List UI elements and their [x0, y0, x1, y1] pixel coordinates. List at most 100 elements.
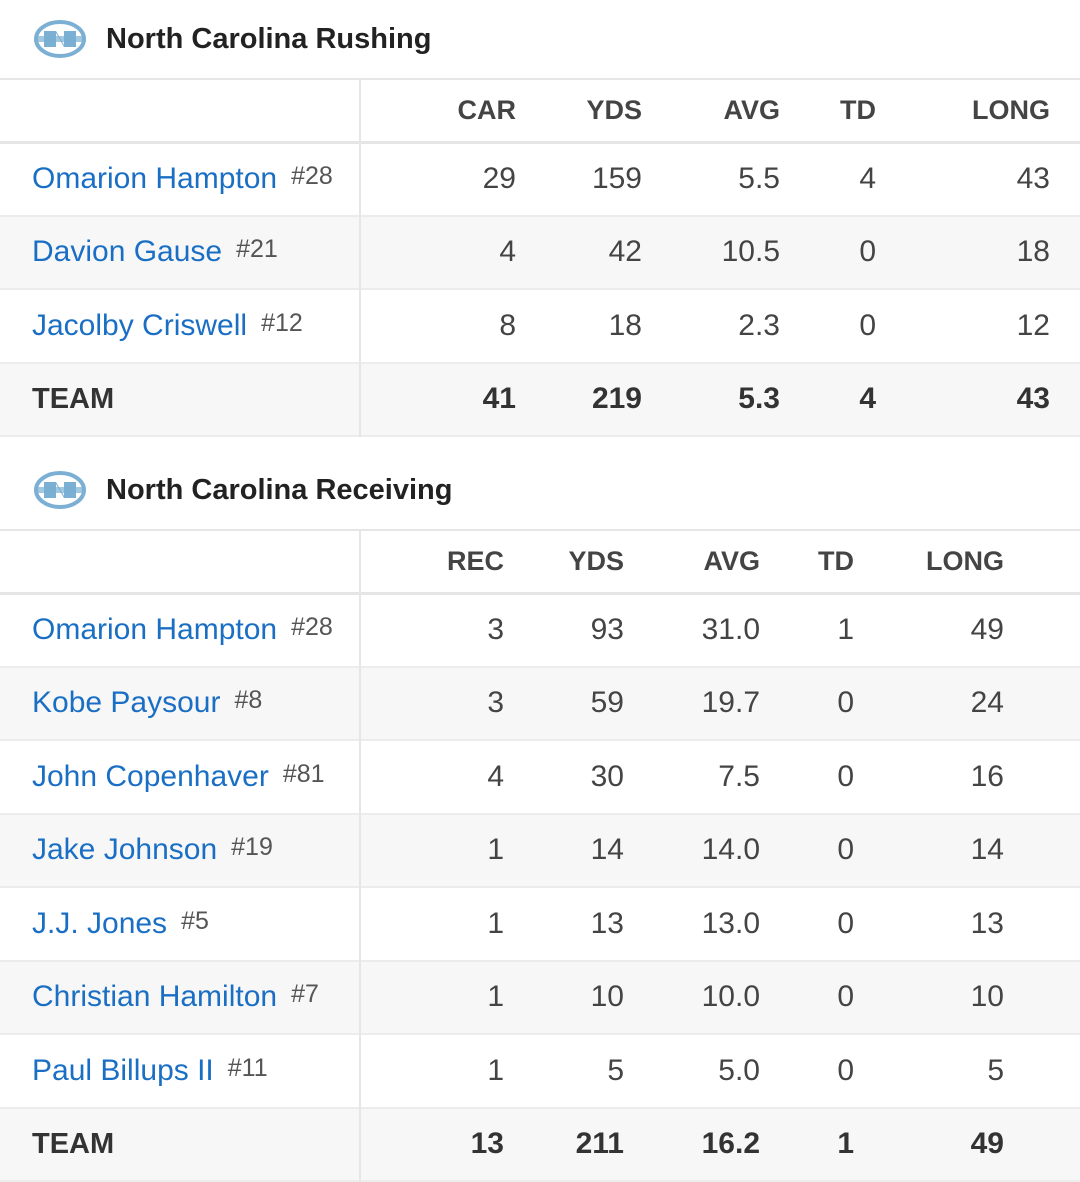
- player-name-link[interactable]: Kobe Paysour: [32, 686, 221, 720]
- team-stat-cell: 1: [837, 1127, 854, 1161]
- stat-cell: 10.5: [721, 235, 780, 269]
- col-header-yds[interactable]: YDS: [568, 545, 624, 576]
- jersey-number: #19: [231, 833, 273, 862]
- rushing-table: CAR YDS AVG TD LONG Omarion Hampton #28 29…: [0, 78, 1080, 437]
- team-total-row: TEAM 13 211 16.2 1 49: [0, 1107, 1080, 1181]
- team-stat-cell: 4: [859, 382, 876, 416]
- stat-cell: 30: [590, 759, 624, 793]
- player-cell: J.J. Jones #5: [0, 887, 361, 961]
- player-name-link[interactable]: Paul Billups II: [32, 1053, 214, 1087]
- table-row: Omarion Hampton #28 3 93 31.0 1 49: [0, 593, 1080, 667]
- player-cell: Jacolby Criswell #12: [0, 289, 361, 363]
- spacer-cell: [1004, 1034, 1080, 1108]
- table-header-row: CAR YDS AVG TD LONG: [0, 79, 1080, 142]
- team-stat-cell: 41: [482, 382, 516, 416]
- spacer-cell: [1004, 887, 1080, 961]
- stat-cell: 0: [837, 980, 854, 1014]
- player-name-link[interactable]: Davion Gause: [32, 235, 223, 269]
- stat-cell: 2.3: [738, 308, 780, 342]
- table-row: J.J. Jones #5 1 13 13.0 0 13: [0, 887, 1080, 961]
- player-cell: Davion Gause #21: [0, 215, 361, 289]
- stat-cell: 0: [859, 235, 876, 269]
- section-title: North Carolina Rushing: [106, 22, 432, 55]
- stat-cell: 5: [607, 1053, 624, 1087]
- stat-cell: 16: [970, 759, 1004, 793]
- table-header-row: REC YDS AVG TD LONG: [0, 530, 1080, 593]
- stat-cell: 8: [499, 308, 516, 342]
- player-name-link[interactable]: Jake Johnson: [32, 833, 218, 867]
- player-name-link[interactable]: Omarion Hampton: [32, 162, 278, 195]
- col-header-avg[interactable]: AVG: [723, 94, 780, 125]
- stat-cell: 43: [1016, 162, 1050, 195]
- jersey-number: #8: [234, 686, 263, 715]
- player-cell: Omarion Hampton #28: [0, 142, 361, 216]
- col-header-yds[interactable]: YDS: [586, 94, 642, 125]
- col-header-avg[interactable]: AVG: [703, 545, 760, 576]
- jersey-number: #12: [261, 308, 303, 337]
- jersey-number: #21: [236, 235, 278, 264]
- receiving-header: North Carolina Receiving: [0, 451, 1080, 529]
- team-stat-cell: 211: [575, 1127, 624, 1161]
- stat-cell: 19.7: [701, 686, 760, 720]
- stat-cell: 13: [590, 906, 624, 940]
- player-cell: John Copenhaver #81: [0, 740, 361, 814]
- stat-cell: 31.0: [701, 613, 760, 646]
- stat-cell: 18: [1016, 235, 1050, 269]
- stat-cell: 14: [970, 833, 1004, 867]
- stat-cell: 29: [482, 162, 516, 195]
- stat-cell: 13.0: [701, 906, 760, 940]
- team-stat-cell: 49: [970, 1127, 1004, 1161]
- jersey-number: #11: [227, 1053, 268, 1082]
- col-header-td[interactable]: TD: [840, 94, 876, 125]
- team-label: TEAM: [0, 362, 361, 436]
- stat-cell: 5.0: [718, 1053, 760, 1087]
- jersey-number: #5: [181, 906, 209, 935]
- player-cell: Jake Johnson #19: [0, 813, 361, 887]
- team-total-row: TEAM 41 219 5.3 4 43: [0, 362, 1080, 436]
- stat-cell: 0: [837, 906, 854, 940]
- stat-cell: 159: [591, 162, 642, 195]
- jersey-number: #7: [291, 980, 319, 1009]
- table-row: Jake Johnson #19 1 14 14.0 0 14: [0, 813, 1080, 887]
- player-cell: Omarion Hampton #28: [0, 593, 361, 667]
- stat-cell: 18: [608, 308, 642, 342]
- col-header-long[interactable]: LONG: [972, 94, 1050, 125]
- table-row: Jacolby Criswell #12 8 18 2.3 0 12: [0, 289, 1080, 363]
- stat-cell: 12: [1016, 308, 1050, 342]
- player-name-link[interactable]: John Copenhaver: [32, 759, 269, 793]
- jersey-number: #28: [291, 162, 333, 190]
- player-column-header: [0, 530, 361, 593]
- stat-cell: 14: [590, 833, 624, 867]
- spacer-cell: [1004, 740, 1080, 814]
- rushing-header: North Carolina Rushing: [0, 0, 1080, 78]
- table-row: Paul Billups II #11 1 5 5.0 0 5: [0, 1034, 1080, 1108]
- stat-cell: 13: [970, 906, 1004, 940]
- team-stat-cell: 43: [1016, 382, 1050, 416]
- player-name-link[interactable]: Omarion Hampton: [32, 613, 278, 646]
- col-header-car[interactable]: CAR: [457, 94, 517, 125]
- stat-cell: 0: [859, 308, 876, 342]
- stat-cell: 1: [487, 980, 504, 1014]
- stat-cell: 1: [837, 613, 854, 646]
- stat-cell: 1: [487, 1053, 504, 1087]
- player-cell: Christian Hamilton #7: [0, 960, 361, 1034]
- player-name-link[interactable]: Christian Hamilton: [32, 980, 278, 1014]
- player-name-link[interactable]: J.J. Jones: [32, 906, 168, 940]
- stat-cell: 59: [590, 686, 624, 720]
- stat-cell: 49: [970, 613, 1004, 646]
- spacer-cell: [1004, 667, 1080, 741]
- stat-cell: 1: [487, 833, 504, 867]
- stat-cell: 0: [837, 759, 854, 793]
- stat-cell: 5: [987, 1053, 1004, 1087]
- player-name-link[interactable]: Jacolby Criswell: [32, 308, 248, 342]
- stat-cell: 1: [487, 906, 504, 940]
- section-title: North Carolina Receiving: [106, 473, 453, 506]
- team-stat-cell: 5.3: [738, 382, 780, 416]
- player-cell: Paul Billups II #11: [0, 1034, 361, 1108]
- col-header-td[interactable]: TD: [818, 545, 854, 576]
- col-header-rec[interactable]: REC: [446, 545, 504, 576]
- table-row: Davion Gause #21 4 42 10.5 0 18: [0, 215, 1080, 289]
- stat-cell: 0: [837, 686, 854, 720]
- col-header-long[interactable]: LONG: [926, 545, 1004, 576]
- team-stat-cell: 16.2: [701, 1127, 760, 1161]
